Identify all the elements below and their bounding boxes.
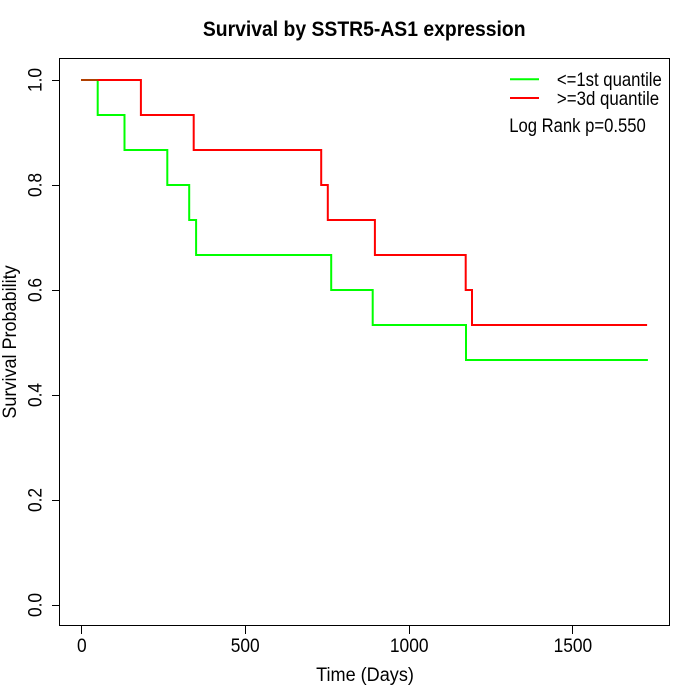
svg-text:1500: 1500 — [554, 634, 593, 656]
svg-text:Log Rank p=0.550: Log Rank p=0.550 — [509, 115, 646, 136]
svg-text:Survival Probability: Survival Probability — [0, 265, 20, 419]
svg-text:0.0: 0.0 — [24, 593, 46, 617]
svg-text:0: 0 — [77, 634, 87, 656]
svg-text:Time (Days): Time (Days) — [316, 663, 414, 685]
svg-text:0.6: 0.6 — [24, 278, 46, 302]
svg-text:Survival by SSTR5-AS1 expressi: Survival by SSTR5-AS1 expression — [203, 18, 526, 41]
svg-text:0.8: 0.8 — [24, 173, 46, 197]
svg-text:0.2: 0.2 — [24, 488, 46, 512]
svg-text:500: 500 — [231, 634, 260, 656]
svg-text:<=1st quantile: <=1st quantile — [557, 69, 662, 90]
svg-text:1000: 1000 — [390, 634, 429, 656]
svg-text:0.4: 0.4 — [24, 383, 46, 407]
svg-text:1.0: 1.0 — [24, 68, 46, 92]
svg-text:>=3d quantile: >=3d quantile — [557, 87, 659, 109]
